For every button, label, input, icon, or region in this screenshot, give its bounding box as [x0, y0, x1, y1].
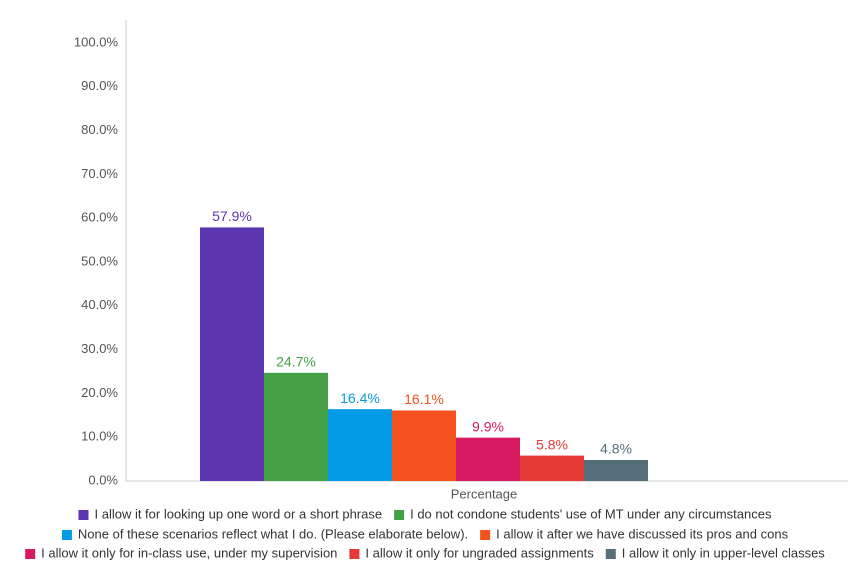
- legend-swatch: [394, 510, 405, 520]
- y-tick-label: 50.0%: [81, 253, 118, 268]
- y-tick-label: 100.0%: [74, 34, 119, 49]
- y-tick-label: 10.0%: [81, 429, 118, 444]
- y-tick-label: 40.0%: [81, 297, 118, 312]
- bar: [392, 410, 456, 481]
- bar: [200, 227, 264, 481]
- legend-label: I allow it only for ungraded assignments: [365, 545, 594, 560]
- value-label: 5.8%: [536, 436, 568, 452]
- value-label: 16.1%: [404, 391, 444, 407]
- legend-label: I do not condone students' use of MT und…: [410, 506, 772, 521]
- y-tick-label: 90.0%: [81, 78, 118, 93]
- legend-label: I allow it for looking up one word or a …: [94, 506, 382, 521]
- y-tick-label: 20.0%: [81, 385, 118, 400]
- value-label: 57.9%: [212, 208, 252, 224]
- y-tick-label: 60.0%: [81, 210, 118, 225]
- y-tick-label: 0.0%: [88, 472, 118, 487]
- legend-swatch: [480, 530, 491, 540]
- legend-label: None of these scenarios reflect what I d…: [78, 526, 468, 541]
- y-tick-label: 30.0%: [81, 341, 118, 356]
- value-label: 9.9%: [472, 418, 504, 434]
- y-tick-label: 80.0%: [81, 122, 118, 137]
- bar: [456, 437, 520, 481]
- bar: [520, 455, 584, 481]
- value-label: 24.7%: [276, 354, 316, 370]
- x-tick-label: Percentage: [451, 486, 518, 501]
- legend-swatch: [78, 510, 89, 520]
- legend-swatch: [61, 530, 72, 540]
- bar: [328, 409, 392, 481]
- legend-label: I allow it after we have discussed its p…: [496, 526, 788, 541]
- legend-swatch: [605, 549, 616, 559]
- bar: [264, 372, 328, 481]
- legend-swatch: [349, 549, 360, 559]
- legend-swatch: [25, 549, 36, 559]
- legend-label: I allow it only in upper-level classes: [622, 545, 826, 560]
- value-label: 4.8%: [600, 441, 632, 457]
- value-label: 16.4%: [340, 390, 380, 406]
- legend-label: I allow it only for in-class use, under …: [41, 545, 337, 560]
- y-tick-label: 70.0%: [81, 166, 118, 181]
- bar: [584, 459, 648, 481]
